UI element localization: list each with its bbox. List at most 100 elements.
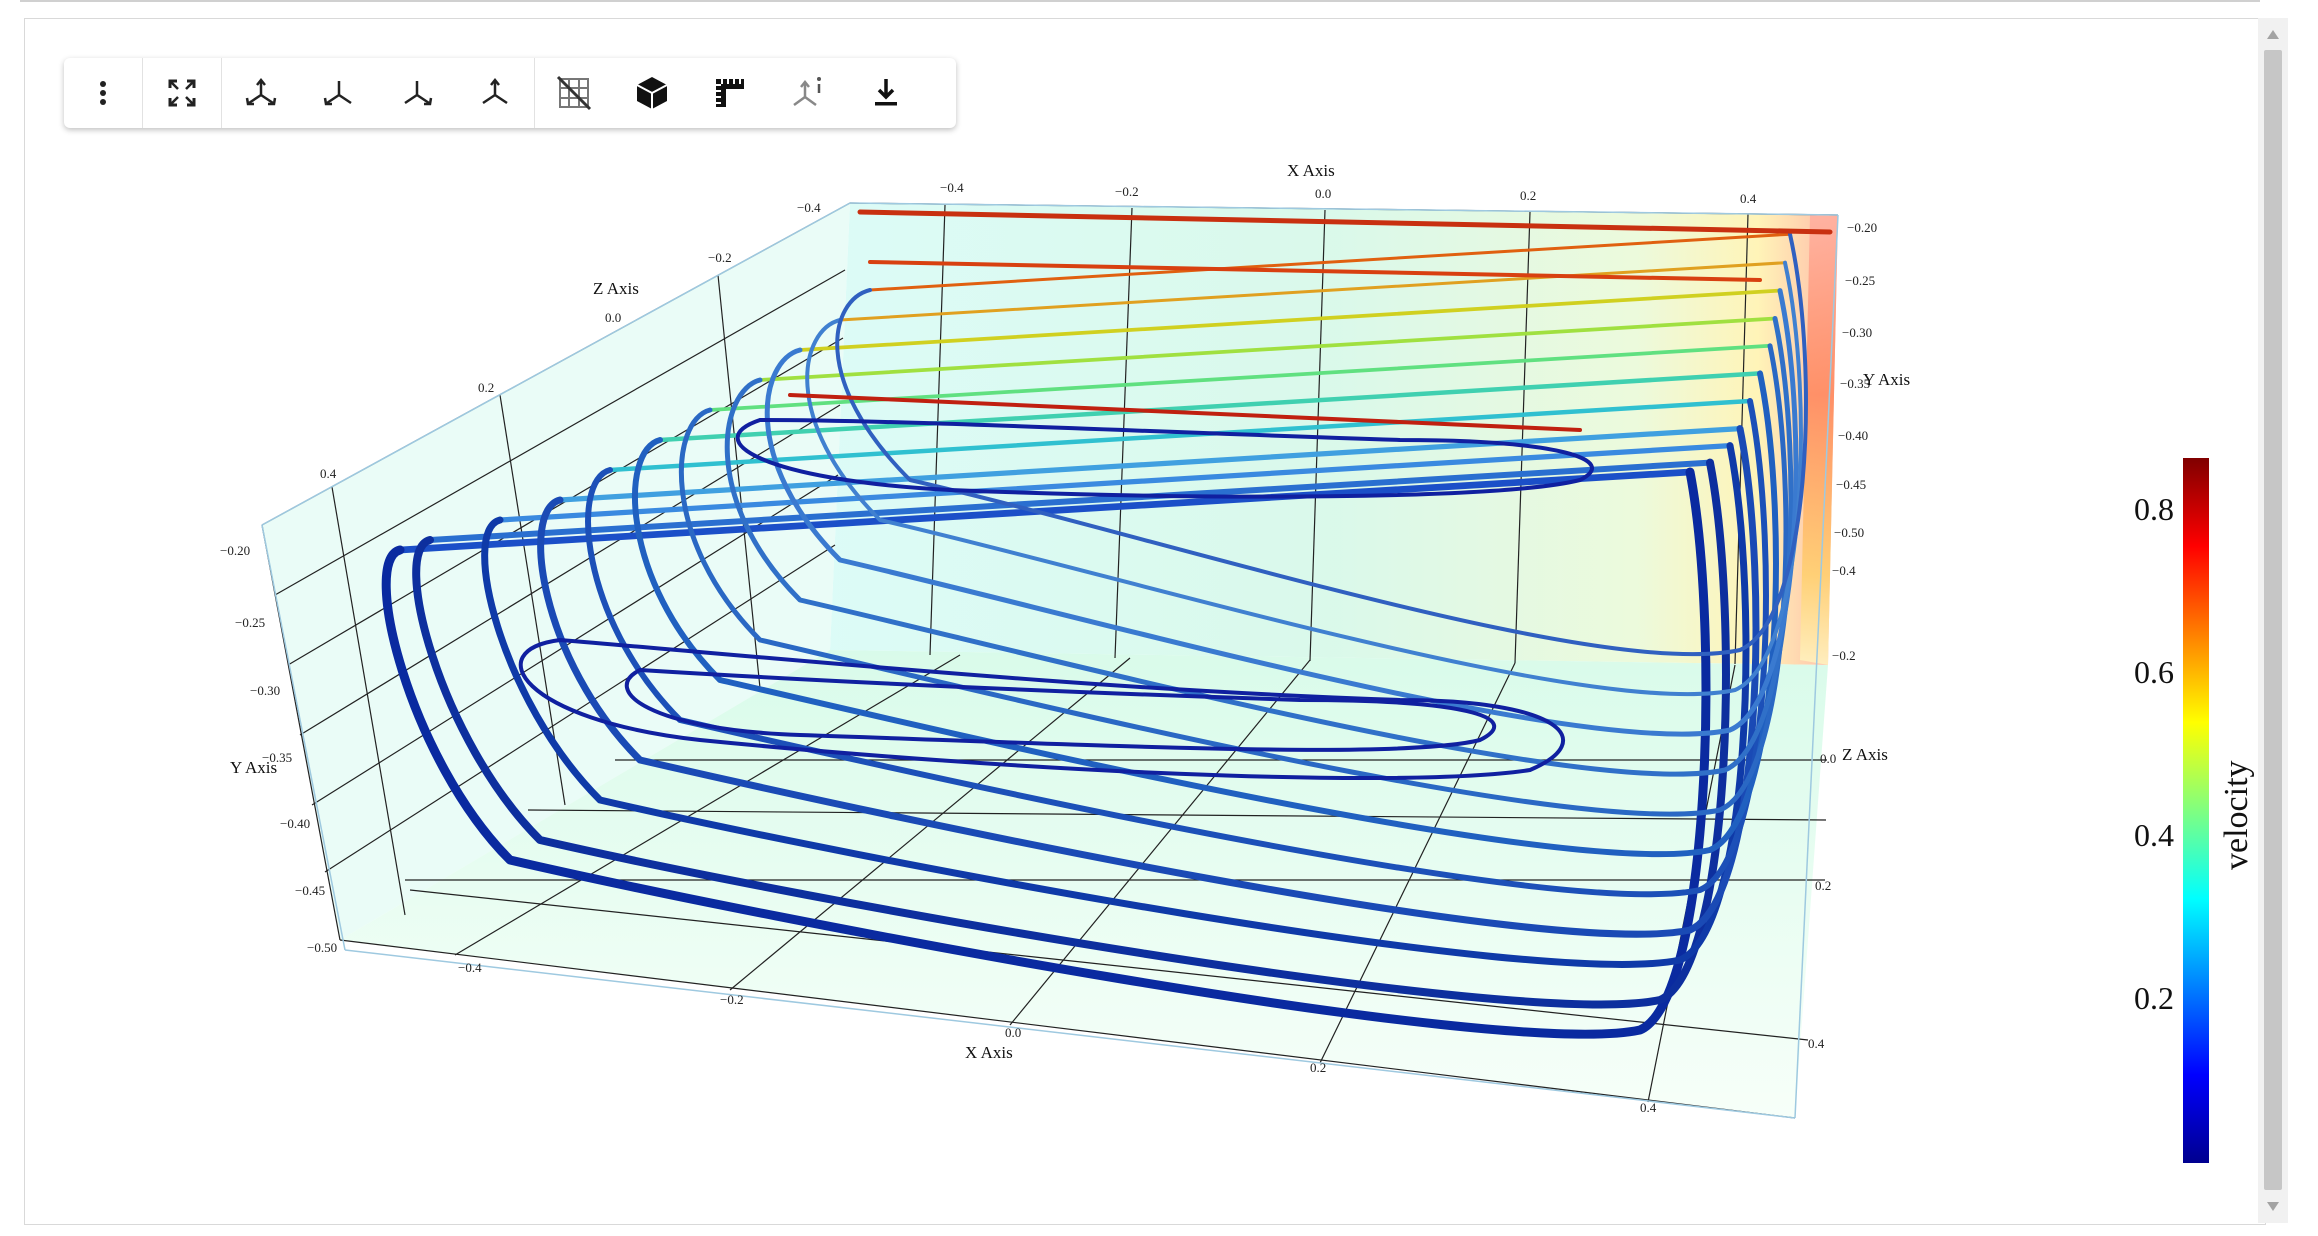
toggle-grid-button[interactable]: [535, 58, 613, 128]
streamline: [412, 458, 1730, 1009]
z-left-tick: −0.4: [797, 200, 821, 215]
x-axis-top-ticks: −0.4 −0.2 0.0 0.2 0.4 X Axis: [940, 161, 1757, 206]
x-axis-bottom-label: X Axis: [965, 1043, 1013, 1062]
y-right-tick: −0.40: [1838, 428, 1868, 443]
toolbar-group-views: [222, 58, 535, 128]
streamline: [481, 442, 1750, 968]
x-axis-top-label: X Axis: [1287, 161, 1335, 180]
x-bottom-tick: 0.4: [1640, 1100, 1657, 1115]
scroll-up-icon[interactable]: [2267, 30, 2279, 39]
y-left-tick: −0.50: [307, 940, 337, 955]
y-axis-left-label: Y Axis: [230, 758, 277, 777]
y-axis-right-ticks: −0.20 −0.25 −0.30 −0.35 −0.40 −0.45 −0.5…: [1834, 220, 1910, 540]
x-bottom-tick: −0.4: [458, 960, 482, 975]
x-top-tick: 0.0: [1315, 186, 1331, 201]
colorbar: 0.8 0.6 0.4 0.2 velocity: [2134, 458, 2255, 1163]
fullscreen-icon: [168, 79, 196, 107]
x-bottom-tick: 0.0: [1005, 1025, 1021, 1040]
y-right-tick: −0.25: [1845, 273, 1875, 288]
colorbar-tick: 0.2: [2134, 980, 2174, 1016]
y-axis-right-label: Y Axis: [1863, 370, 1910, 389]
axes-info-icon: [793, 77, 821, 107]
z-right-tick: 0.4: [1808, 1036, 1825, 1051]
streamline: [557, 425, 1743, 503]
toggle-grid-icon: [556, 75, 592, 111]
z-right-tick: −0.2: [1832, 648, 1856, 663]
z-right-tick: −0.4: [1832, 563, 1856, 578]
x-top-tick: −0.2: [1115, 184, 1139, 199]
toolbar-group-toggles: [535, 58, 925, 128]
viewer-toolbar: [64, 58, 956, 128]
z-right-tick: 0.2: [1815, 878, 1831, 893]
top-divider: [20, 0, 2260, 2]
colorbar-tick: 0.8: [2134, 491, 2174, 527]
streamline: [758, 316, 1777, 382]
x-axis-bottom-ticks: −0.4 −0.2 0.0 0.2 0.4 X Axis: [458, 960, 1657, 1115]
more-options-icon: [100, 81, 106, 105]
y-left-tick: −0.45: [295, 883, 325, 898]
y-left-tick: −0.20: [220, 543, 250, 558]
z-left-tick: −0.2: [708, 250, 732, 265]
yz-view-button[interactable]: [456, 58, 534, 128]
toggle-ruler-button[interactable]: [691, 58, 769, 128]
streamline: [735, 418, 1594, 499]
streamline: [497, 442, 1733, 523]
colorbar-tick: 0.4: [2134, 817, 2174, 853]
iso-view-button[interactable]: [222, 58, 300, 128]
x-top-tick: 0.2: [1520, 188, 1536, 203]
x-bottom-tick: −0.2: [720, 992, 744, 1007]
streamline: [657, 371, 1763, 443]
streamline: [838, 261, 1787, 322]
streamline: [788, 393, 1582, 432]
iso-view-icon: [245, 77, 277, 106]
z-left-tick: 0.2: [478, 380, 494, 395]
y-left-tick: −0.25: [235, 615, 265, 630]
scene-background: [262, 203, 1838, 1118]
download-icon: [875, 79, 897, 106]
colorbar-tick: 0.6: [2134, 654, 2174, 690]
z-axis-left-ticks: −0.4 −0.2 0.0 0.2 0.4 Z Axis: [320, 200, 821, 481]
xz-view-button[interactable]: [378, 58, 456, 128]
download-button[interactable]: [847, 58, 925, 128]
fullscreen-button[interactable]: [142, 58, 221, 128]
yz-view-icon: [482, 77, 508, 105]
z-axis-right-ticks: −0.4 −0.2 0.0 0.2 0.4 Z Axis: [1808, 563, 1888, 1051]
streamline: [518, 638, 1565, 781]
streamline: [381, 467, 1711, 1039]
vertical-scrollbar[interactable]: [2258, 18, 2288, 1223]
more-options-button[interactable]: [64, 58, 142, 128]
streamline: [427, 459, 1713, 543]
toggle-ruler-icon: [716, 79, 744, 107]
toggle-bounds-button[interactable]: [613, 58, 691, 128]
z-left-tick: 0.4: [320, 466, 337, 481]
colorbar-gradient: [2183, 458, 2209, 1163]
z-axis-left-label: Z Axis: [593, 279, 639, 298]
scroll-down-icon[interactable]: [2267, 1202, 2279, 1211]
scrollbar-thumb[interactable]: [2264, 50, 2282, 1190]
axes-info-button[interactable]: [769, 58, 847, 128]
y-left-tick: −0.40: [280, 816, 310, 831]
colorbar-title: velocity: [2218, 760, 2255, 870]
streamline: [798, 288, 1782, 352]
y-right-tick: −0.20: [1847, 220, 1877, 235]
y-right-tick: −0.30: [1842, 325, 1872, 340]
y-axis-left-ticks: −0.20 −0.25 −0.30 −0.35 −0.40 −0.45 −0.5…: [220, 543, 337, 955]
x-top-tick: 0.4: [1740, 191, 1757, 206]
toggle-bounds-icon: [636, 77, 668, 109]
y-left-tick: −0.30: [250, 683, 280, 698]
streamline: [624, 668, 1497, 752]
z-axis-right-label: Z Axis: [1842, 745, 1888, 764]
streamline: [857, 209, 1833, 235]
z-right-tick: 0.0: [1820, 751, 1836, 766]
y-right-tick: −0.35: [1840, 376, 1870, 391]
x-bottom-tick: 0.2: [1310, 1060, 1326, 1075]
streamline: [835, 232, 1808, 657]
z-left-tick: 0.0: [605, 310, 621, 325]
streamline: [607, 398, 1753, 473]
streamline: [868, 232, 1792, 292]
xy-view-button[interactable]: [300, 58, 378, 128]
xy-view-icon: [323, 81, 352, 106]
x-top-tick: −0.4: [940, 180, 964, 195]
streamline: [585, 398, 1769, 898]
